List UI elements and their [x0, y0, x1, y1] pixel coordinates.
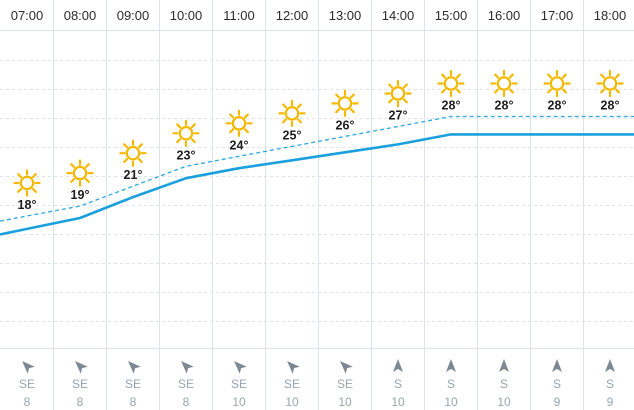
hour-label: 09:00	[117, 8, 150, 23]
temperature-label: 28°	[442, 99, 461, 113]
temperature-label: 25°	[283, 128, 302, 142]
wind-speed-label: 8	[24, 395, 31, 409]
hour-label: 13:00	[329, 8, 362, 23]
wind-speed-label: 9	[554, 395, 561, 409]
sun-icon	[543, 69, 571, 98]
wind-arrow-icon	[234, 361, 247, 374]
hour-label: 08:00	[64, 8, 97, 23]
wind-arrow-icon	[287, 361, 300, 374]
temperature-label: 27°	[389, 108, 408, 122]
sun-icon	[172, 119, 200, 147]
wind-arrow-icon	[393, 359, 403, 372]
hour-header-row: 07:00 08:00 09:00 10:00 11:00 12:00 13:00 14:00…	[11, 8, 627, 23]
wind-direction-label: SE	[72, 377, 88, 391]
wind-arrow-icon	[340, 361, 353, 374]
temperature-line-solid	[0, 133, 634, 236]
wind-speed-label: 10	[285, 395, 299, 409]
wind-arrow-icon	[181, 361, 194, 374]
hour-label: 14:00	[382, 8, 415, 23]
hour-label: 11:00	[223, 8, 255, 23]
temperature-label: 24°	[230, 138, 249, 152]
sun-icon	[119, 139, 147, 167]
wind-arrow-icon	[446, 359, 456, 372]
wind-arrow-icon	[605, 359, 615, 372]
wind-direction-label: SE	[284, 377, 300, 391]
wind-speed-label: 10	[338, 395, 352, 409]
sun-icon	[331, 89, 359, 118]
hour-label: 12:00	[276, 8, 309, 23]
wind-direction-label: S	[500, 377, 508, 391]
temperature-label: 19°	[71, 188, 90, 202]
temperature-label: 26°	[336, 118, 355, 132]
hour-label: 16:00	[488, 8, 521, 23]
wind-direction-label: SE	[337, 377, 353, 391]
wind-speed-label: 10	[497, 395, 511, 409]
wind-speed-label: 9	[607, 395, 614, 409]
wind-speed-label: 8	[77, 395, 84, 409]
sun-icon	[596, 69, 624, 98]
hour-label: 15:00	[435, 8, 468, 23]
wind-speed-label: 10	[444, 395, 458, 409]
temperature-label: 28°	[601, 99, 620, 113]
wind-speed-label: 8	[183, 395, 190, 409]
wind-direction-label: SE	[178, 377, 194, 391]
sun-icon	[278, 99, 306, 128]
temperature-label: 28°	[495, 99, 514, 113]
temperature-label: 28°	[548, 99, 567, 113]
wind-arrow-icon	[552, 359, 562, 372]
wind-speed-label: 10	[232, 395, 246, 409]
wind-speed-label: 10	[391, 395, 405, 409]
wind-arrow-icon	[22, 361, 35, 374]
sun-icon	[13, 169, 41, 197]
sun-icon	[490, 69, 518, 98]
wind-direction-label: S	[553, 377, 561, 391]
hour-label: 07:00	[11, 8, 44, 23]
wind-direction-label: SE	[19, 377, 35, 391]
wind-row: SE 8 SE 8 SE 8 SE 8 SE 10 SE 10 SE 10 S 10 S 10 S 10 S 9 S 9	[19, 359, 615, 409]
weather-icons	[13, 69, 624, 197]
wind-arrow-icon	[75, 361, 88, 374]
wind-arrow-icon	[499, 359, 509, 372]
hour-label: 18:00	[594, 8, 627, 23]
sun-icon	[66, 159, 94, 187]
sun-icon	[225, 109, 253, 137]
wind-direction-label: S	[394, 377, 402, 391]
temperature-labels: 18° 19° 21° 23° 24° 25° 26° 27° 28° 28° 28° 28°	[18, 99, 620, 213]
wind-direction-label: S	[606, 377, 614, 391]
wind-arrow-icon	[128, 361, 141, 374]
temperature-label: 21°	[124, 168, 143, 182]
wind-direction-label: S	[447, 377, 455, 391]
temperature-line-dashed	[0, 115, 634, 222]
wind-speed-label: 8	[130, 395, 137, 409]
hour-label: 10:00	[170, 8, 203, 23]
wind-direction-label: SE	[231, 377, 247, 391]
temperature-label: 18°	[18, 198, 37, 212]
wind-direction-label: SE	[125, 377, 141, 391]
sun-icon	[384, 79, 412, 108]
hour-label: 17:00	[541, 8, 574, 23]
temperature-label: 23°	[177, 148, 196, 162]
sun-icon	[437, 69, 465, 98]
